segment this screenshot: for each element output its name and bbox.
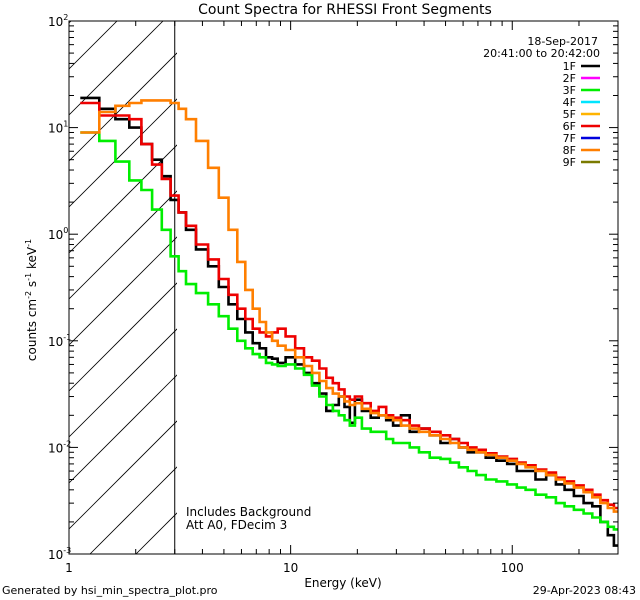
annotation-background: Includes Background [186, 505, 311, 519]
timestamp-footer: 29-Apr-2023 08:43 [533, 584, 636, 597]
y-axis-label-main: counts cm [25, 299, 39, 361]
legend-label: 4F [563, 96, 576, 109]
x-tick-labels: 1 10 100 [65, 561, 524, 575]
legend-label: 6F [563, 120, 576, 133]
hatch-line [89, 466, 177, 554]
x-axis-label: Energy (keV) [304, 576, 381, 590]
y-axis-label-sup2: -1 [24, 273, 33, 281]
series-layer [80, 96, 618, 547]
y-tick-labels: 10-3 10-2 10-1 100 101 102 [48, 13, 71, 562]
hatch-line [69, 98, 177, 208]
legend-label: 2F [563, 72, 576, 85]
y-axis-label-mid2: keV [25, 246, 39, 273]
series-3f [80, 131, 618, 531]
legend-label: 8F [563, 144, 576, 157]
hatch-line [69, 374, 177, 484]
legend-label: 9F [563, 156, 576, 169]
hatch-line [69, 190, 177, 300]
legend-label: 1F [563, 60, 576, 73]
generated-by-footer: Generated by hsi_min_spectra_plot.pro [2, 584, 218, 597]
y-tick-label: 101 [48, 120, 68, 136]
hatch-line [69, 236, 177, 346]
annotation-attenuator: Att A0, FDecim 3 [186, 518, 287, 532]
y-tick-label: 10-1 [48, 333, 71, 349]
series-8f [80, 99, 618, 513]
series-1f [80, 96, 618, 547]
x-tick-label: 1 [65, 561, 73, 575]
legend-label: 3F [563, 84, 576, 97]
chart-title: Count Spectra for RHESSI Front Segments [198, 2, 492, 18]
y-axis-label-sup3: -1 [24, 239, 33, 247]
y-axis-label: counts cm-2 s-1 keV-1 [24, 239, 39, 361]
legend-label: 5F [563, 108, 576, 121]
x-tick-label: 100 [501, 561, 524, 575]
y-axis-label-mid1: s [25, 281, 39, 291]
y-tick-label: 100 [48, 226, 68, 242]
hatch-line [69, 282, 177, 392]
y-tick-label: 102 [48, 13, 68, 29]
hatch-line [69, 328, 177, 438]
y-axis-label-sup1: -2 [24, 291, 33, 299]
y-tick-label: 10-3 [48, 546, 71, 562]
y-tick-label: 10-2 [48, 439, 71, 455]
hatched-region [69, 21, 177, 554]
hatch-line [69, 420, 177, 530]
time-range-label: 20:41:00 to 20:42:00 [483, 47, 600, 60]
hatch-line [69, 144, 177, 254]
plot-frame [68, 20, 619, 555]
hatch-line [135, 512, 177, 554]
legend-label: 7F [563, 132, 576, 145]
series-6f [80, 101, 618, 510]
x-tick-label: 10 [283, 561, 298, 575]
date-label: 18-Sep-2017 [527, 35, 598, 48]
hatch-line [69, 52, 177, 162]
axis-ticks [68, 20, 619, 555]
